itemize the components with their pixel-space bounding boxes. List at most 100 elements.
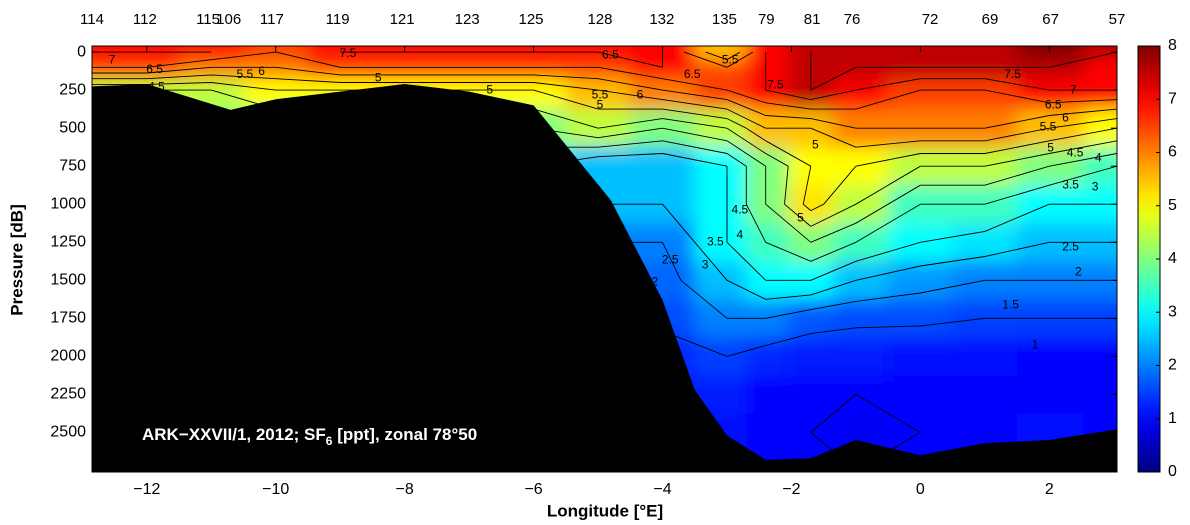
colorbar-tick-label: 6 bbox=[1168, 144, 1177, 161]
station-label: 125 bbox=[518, 11, 543, 28]
y-tick-label: 2250 bbox=[50, 386, 86, 403]
field-cell bbox=[501, 59, 567, 80]
colorbar-tick-label: 5 bbox=[1168, 197, 1177, 214]
contour-label: 5 bbox=[1047, 140, 1054, 154]
bathymetry bbox=[92, 84, 1117, 472]
y-tick-label: 750 bbox=[59, 157, 86, 174]
field-cell bbox=[746, 59, 789, 80]
contour-label: 2.5 bbox=[662, 252, 679, 266]
contour-label: 6.5 bbox=[146, 62, 163, 76]
annotation-text: [ppt], zonal 78°50 bbox=[332, 425, 477, 444]
field-cell bbox=[888, 337, 954, 376]
contour-label: 5.5 bbox=[236, 67, 253, 81]
field-cell bbox=[952, 337, 1018, 376]
contour-label: 5.5 bbox=[1040, 119, 1057, 133]
station-label: 67 bbox=[1042, 11, 1059, 28]
contour-label: 6 bbox=[637, 87, 644, 101]
field-cell bbox=[746, 413, 789, 452]
field-cell bbox=[243, 59, 309, 80]
x-tick-label: −6 bbox=[524, 481, 542, 498]
contour-label: 2 bbox=[651, 274, 658, 288]
contour-label: 7 bbox=[1070, 82, 1077, 96]
field-cell bbox=[630, 147, 696, 186]
field-cell bbox=[1017, 78, 1084, 110]
contour-label: 5 bbox=[375, 70, 382, 84]
contour-label: 2.5 bbox=[1062, 239, 1079, 253]
field-cell bbox=[1017, 59, 1084, 80]
contour-label: 4.5 bbox=[148, 79, 165, 93]
field-cell bbox=[92, 59, 120, 80]
field-cell bbox=[833, 375, 889, 414]
y-tick-label: 2000 bbox=[50, 348, 86, 365]
station-label: 106 bbox=[216, 11, 241, 28]
field-cell bbox=[630, 78, 696, 110]
station-label: 69 bbox=[982, 11, 999, 28]
field-cell bbox=[888, 78, 954, 110]
field-cell bbox=[833, 147, 889, 186]
station-label: 119 bbox=[326, 11, 350, 28]
contour-label: 6 bbox=[258, 64, 265, 78]
field-cell bbox=[372, 46, 438, 61]
field-cell bbox=[1017, 46, 1084, 61]
colorbar-tick-label: 3 bbox=[1168, 303, 1177, 320]
field-cell bbox=[833, 78, 889, 110]
y-tick-label: 0 bbox=[77, 43, 86, 60]
contour-line bbox=[92, 51, 1117, 101]
station-label: 128 bbox=[587, 11, 612, 28]
contour-label: 1 bbox=[1032, 338, 1039, 352]
field-cell bbox=[694, 337, 747, 376]
contour-line bbox=[92, 74, 1117, 148]
station-label: 135 bbox=[712, 11, 737, 28]
x-tick-label: 2 bbox=[1045, 481, 1054, 498]
contour-labels: 76.5 5.5 64.57.5556.55.5566.55.57.57.576.5… bbox=[109, 46, 1102, 352]
field-cell bbox=[1083, 78, 1117, 110]
x-tick-label: −10 bbox=[262, 481, 289, 498]
y-tick-label: 1250 bbox=[50, 233, 86, 250]
station-label: 114 bbox=[80, 11, 104, 28]
y-tick-label: 2500 bbox=[50, 424, 86, 441]
field-cell bbox=[788, 375, 834, 414]
field-cell bbox=[179, 46, 244, 61]
contour-label: 4.5 bbox=[732, 202, 749, 216]
field-cell bbox=[888, 46, 954, 61]
field-cell bbox=[565, 59, 631, 80]
contour-label: 7.5 bbox=[767, 77, 784, 91]
field-cell bbox=[565, 78, 631, 110]
field-cell bbox=[746, 337, 789, 376]
colorbar-tick-label: 1 bbox=[1168, 410, 1177, 427]
plot-frame bbox=[91, 45, 1118, 473]
field-cell bbox=[746, 147, 789, 186]
field-cell bbox=[833, 59, 889, 80]
y-axis-label: Pressure [dB] bbox=[7, 204, 26, 315]
field-cell bbox=[243, 46, 309, 61]
x-tick-label: −12 bbox=[133, 481, 160, 498]
field-cell bbox=[746, 375, 789, 414]
annotation-text: ARK−XXVII/1, 2012; SF bbox=[142, 425, 326, 444]
field-cell bbox=[833, 185, 889, 224]
field-cell bbox=[952, 223, 1018, 262]
field-cell bbox=[952, 46, 1018, 61]
contour-label: 1.5 bbox=[1002, 297, 1019, 311]
field-cell bbox=[746, 223, 789, 262]
seafloor bbox=[92, 84, 1117, 472]
field-cell bbox=[436, 46, 502, 61]
field-cell bbox=[694, 46, 747, 61]
field-cell bbox=[888, 375, 954, 414]
station-label: 72 bbox=[922, 11, 939, 28]
station-label: 79 bbox=[758, 11, 775, 28]
field-cell bbox=[1017, 337, 1084, 376]
field-cell bbox=[1017, 375, 1084, 414]
colorbar-tick-label: 4 bbox=[1168, 250, 1177, 267]
x-axis-label: Longitude [°E] bbox=[547, 501, 663, 520]
contour-label: 6.5 bbox=[1045, 97, 1062, 111]
contour-label: 4 bbox=[737, 227, 744, 241]
station-label: 123 bbox=[455, 11, 480, 28]
contour-label: 3 bbox=[702, 257, 709, 271]
field-cell bbox=[788, 185, 834, 224]
contour-label: 3.5 bbox=[707, 234, 724, 248]
contour-line bbox=[92, 51, 1117, 110]
station-label: 112 bbox=[133, 11, 157, 28]
field-cell bbox=[501, 46, 567, 61]
station-label: 76 bbox=[844, 11, 861, 28]
field-cell bbox=[952, 375, 1018, 414]
